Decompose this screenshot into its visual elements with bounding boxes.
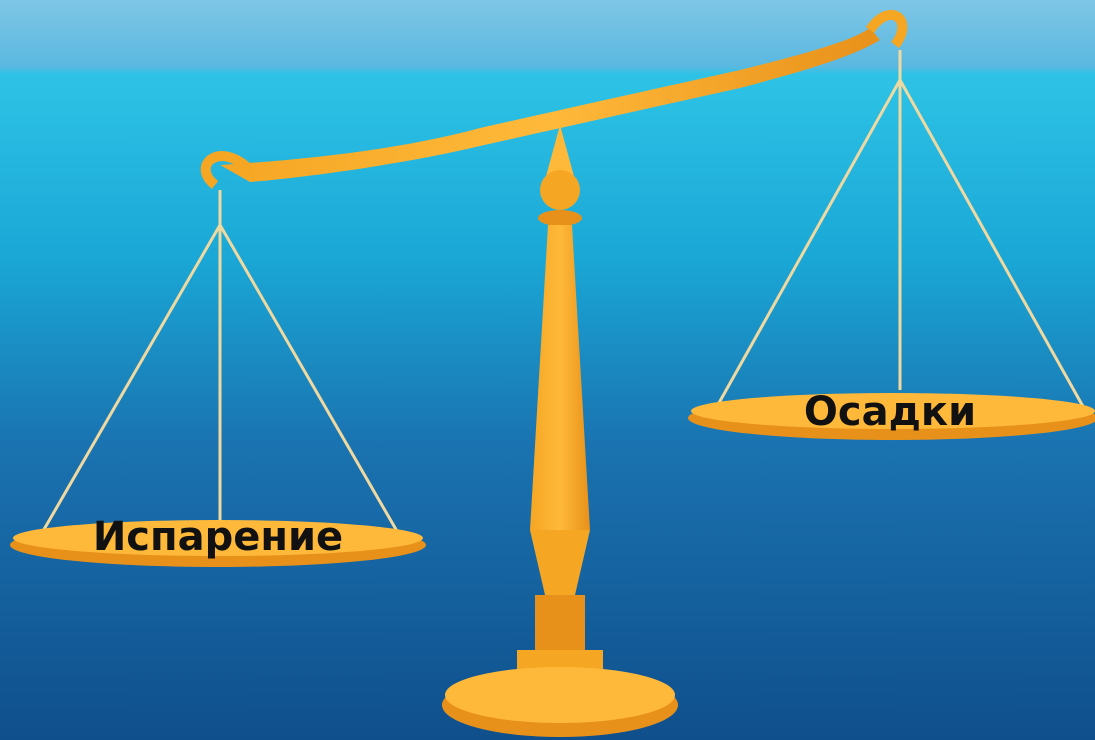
right-pan-label: Осадки <box>804 389 976 435</box>
scene: Испарение Осадки <box>0 0 1095 740</box>
left-pan-label: Испарение <box>93 514 343 560</box>
